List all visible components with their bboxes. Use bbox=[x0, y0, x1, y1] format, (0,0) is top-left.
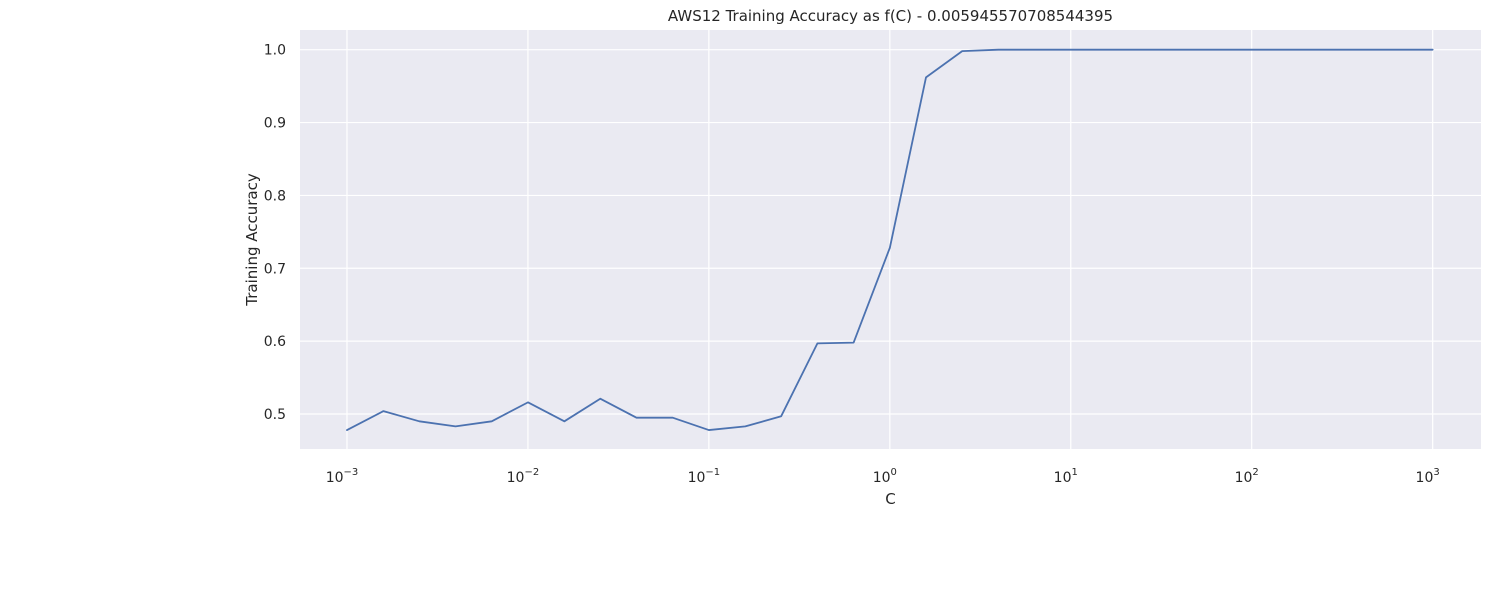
x-tick-label: 102 bbox=[1235, 467, 1259, 486]
x-tick-base: 10 bbox=[326, 470, 344, 486]
y-tick-label: 0.6 bbox=[264, 334, 286, 350]
y-tick-label: 0.5 bbox=[264, 407, 286, 423]
x-tick-exponent: −1 bbox=[705, 467, 720, 478]
x-tick-base: 10 bbox=[1054, 470, 1072, 486]
x-tick-base: 10 bbox=[507, 470, 525, 486]
x-tick-base: 10 bbox=[1235, 470, 1253, 486]
y-tick-label: 0.9 bbox=[264, 116, 286, 132]
y-tick-label: 0.8 bbox=[264, 188, 286, 204]
tick-labels: 10−3 10−2 10−1 100 101 102 1030.50.60.70.80.91… bbox=[264, 43, 1440, 486]
x-tick-base: 10 bbox=[1416, 470, 1434, 486]
y-axis-label: Training Accuracy bbox=[243, 173, 261, 307]
x-tick-label: 10−2 bbox=[507, 467, 540, 486]
x-tick-label: 100 bbox=[873, 467, 897, 486]
series-layer bbox=[346, 48, 1434, 431]
x-tick-base: 10 bbox=[688, 470, 706, 486]
y-tick-label: 0.7 bbox=[264, 261, 286, 277]
chart-title: AWS12 Training Accuracy as f(C) - 0.0059… bbox=[668, 7, 1113, 25]
x-tick-label: 103 bbox=[1416, 467, 1440, 486]
plot-area bbox=[300, 30, 1481, 449]
x-tick-label: 10−3 bbox=[326, 467, 359, 486]
x-tick-base: 10 bbox=[873, 470, 891, 486]
x-tick-exponent: 3 bbox=[1433, 467, 1439, 478]
x-tick-exponent: −3 bbox=[344, 467, 359, 478]
accuracy-series-line bbox=[346, 48, 1434, 431]
x-tick-exponent: 1 bbox=[1071, 467, 1077, 478]
x-tick-label: 101 bbox=[1054, 467, 1078, 486]
x-tick-exponent: −2 bbox=[524, 467, 539, 478]
x-tick-exponent: 2 bbox=[1252, 467, 1258, 478]
x-tick-label: 10−1 bbox=[688, 467, 721, 486]
x-axis-label: C bbox=[885, 490, 895, 508]
x-tick-exponent: 0 bbox=[891, 467, 897, 478]
y-tick-label: 1.0 bbox=[264, 43, 286, 59]
